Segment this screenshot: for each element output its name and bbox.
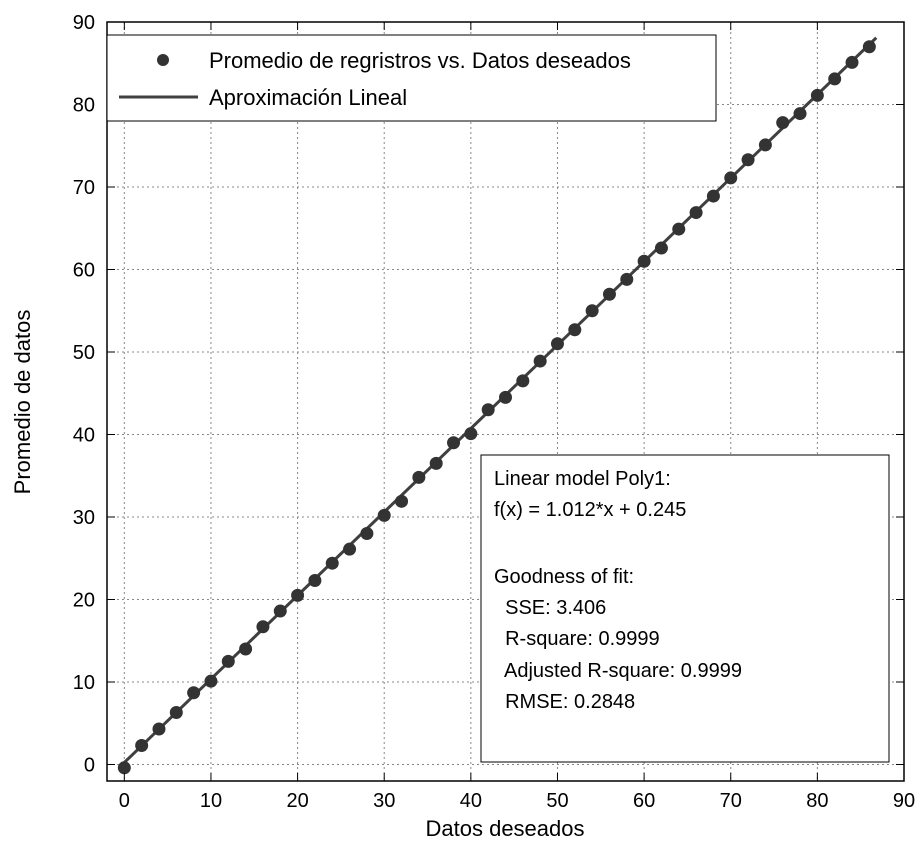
legend-marker-points <box>157 54 169 66</box>
data-point <box>654 241 668 255</box>
data-point <box>481 403 495 417</box>
y-tick-label: 20 <box>73 590 95 612</box>
annotation-line-goodness: Goodness of fit: <box>494 566 634 588</box>
data-point <box>464 427 478 441</box>
data-point <box>221 654 235 668</box>
data-point <box>810 88 824 102</box>
data-point <box>291 588 305 602</box>
data-point <box>741 153 755 167</box>
x-tick-labels: 0 10 20 30 40 50 60 70 80 90 <box>119 790 915 812</box>
data-point <box>689 206 703 220</box>
data-point <box>169 706 183 720</box>
y-tick-label: 30 <box>73 507 95 529</box>
annotation-line-adj-rsquare: Adjusted R-square: 0.9999 <box>494 660 742 682</box>
data-point <box>533 354 547 368</box>
x-axis-title: Datos deseados <box>426 816 585 841</box>
y-tick-label: 60 <box>73 260 95 282</box>
legend: Promedio de regristros vs. Datos deseado… <box>106 34 717 122</box>
y-tick-label: 70 <box>73 177 95 199</box>
data-point <box>325 556 339 570</box>
plot-border <box>106 21 905 782</box>
data-point <box>395 494 409 508</box>
data-point <box>117 761 131 775</box>
data-point <box>273 604 287 618</box>
data-point <box>360 527 374 540</box>
annotation-line-rsquare: R-square: 0.9999 <box>494 628 660 650</box>
annotation-box <box>480 454 890 763</box>
x-tick-label: 40 <box>460 790 482 812</box>
data-point <box>845 55 859 69</box>
y-axis-title: Promedio de datos <box>10 310 35 495</box>
data-point <box>550 337 564 351</box>
y-tick-label: 50 <box>73 342 95 364</box>
x-tick-label: 50 <box>546 790 568 812</box>
data-point <box>204 674 218 688</box>
data-point <box>256 620 270 634</box>
x-tick-label: 30 <box>373 790 395 812</box>
y-tick-label: 0 <box>84 755 95 777</box>
data-point <box>516 374 530 388</box>
data-point <box>377 508 391 522</box>
annotation-line-rmse: RMSE: 0.2848 <box>494 691 635 713</box>
legend-label-points: Promedio de regristros vs. Datos deseado… <box>209 48 631 73</box>
data-point <box>412 470 426 484</box>
data-point <box>602 287 616 301</box>
data-point <box>343 542 357 556</box>
x-tick-label: 60 <box>633 790 655 812</box>
data-point <box>776 116 790 130</box>
x-tick-label: 0 <box>119 790 130 812</box>
data-point <box>429 456 443 470</box>
annotation-line-equation: f(x) = 1.012*x + 0.245 <box>494 499 686 521</box>
data-point <box>758 138 772 152</box>
y-tick-label: 80 <box>73 95 95 117</box>
data-point <box>637 254 651 268</box>
data-point <box>828 72 842 86</box>
x-tick-label: 10 <box>200 790 222 812</box>
annotation-line-sse: SSE: 3.406 <box>494 597 606 619</box>
data-points <box>117 40 876 775</box>
y-tick-label: 40 <box>73 425 95 447</box>
data-point <box>135 739 149 753</box>
y-tick-label: 10 <box>73 672 95 694</box>
y-tick-label: 90 <box>73 12 95 34</box>
annotation-line-model: Linear model Poly1: <box>494 468 671 490</box>
data-point <box>585 304 599 318</box>
x-tick-label: 20 <box>286 790 308 812</box>
data-point <box>239 642 253 656</box>
data-point <box>724 171 738 185</box>
data-point <box>862 40 876 54</box>
x-tick-label: 90 <box>893 790 915 812</box>
data-point <box>447 436 461 450</box>
data-point <box>308 574 322 588</box>
legend-label-line: Aproximación Lineal <box>209 85 407 110</box>
x-tick-label: 70 <box>720 790 742 812</box>
data-point <box>672 222 686 236</box>
legend-box <box>106 34 717 122</box>
data-point <box>793 107 807 121</box>
fit-annotation: Linear model Poly1: f(x) = 1.012*x + 0.2… <box>480 454 890 763</box>
data-point <box>568 323 582 337</box>
y-tick-labels: 0 10 20 30 40 50 60 70 80 90 <box>73 12 95 777</box>
data-point <box>187 686 201 700</box>
data-point <box>499 390 512 404</box>
x-tick-label: 80 <box>806 790 828 812</box>
data-point <box>620 272 634 286</box>
data-point <box>152 722 166 736</box>
axis-ticks <box>107 21 905 781</box>
data-point <box>706 189 720 203</box>
